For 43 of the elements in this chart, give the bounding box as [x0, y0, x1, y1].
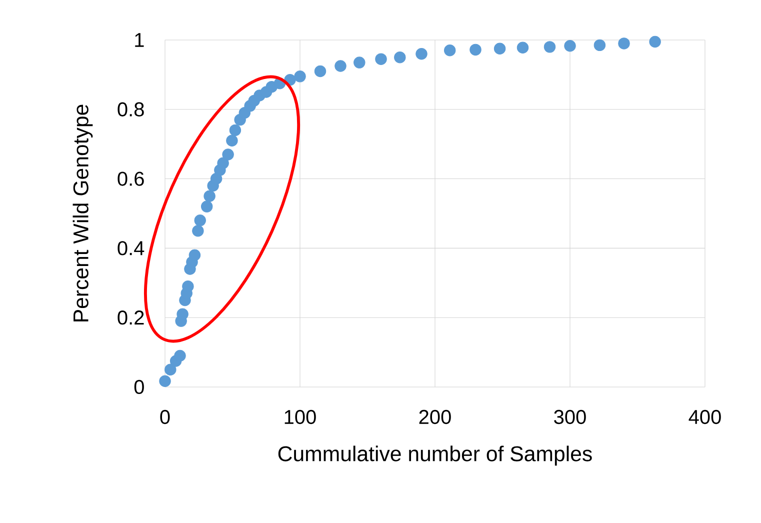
point: [176, 308, 188, 320]
point: [394, 51, 406, 64]
point: [222, 148, 234, 160]
x-tick-label: 0: [160, 410, 170, 424]
y-tick-label: 1: [135, 33, 144, 47]
point: [194, 214, 206, 226]
point: [544, 41, 556, 53]
point: [182, 280, 194, 292]
y-tick-label: 0: [134, 380, 144, 394]
y-tick-label: 0.4: [118, 241, 144, 256]
point: [174, 350, 186, 362]
point: [494, 42, 506, 55]
point: [314, 65, 326, 78]
y-tick-label: 0.8: [118, 102, 144, 116]
x-tick-label: 400: [688, 410, 721, 424]
point: [618, 38, 630, 50]
x-tick-label: 300: [554, 410, 586, 424]
point: [375, 53, 387, 65]
y-tick-label: 0.6: [118, 172, 144, 186]
point: [444, 44, 456, 56]
point: [334, 60, 346, 72]
x-axis-title: Cummulative number of Samples: [278, 446, 592, 466]
point: [516, 42, 529, 54]
point: [594, 39, 606, 52]
point: [229, 124, 242, 136]
point: [164, 364, 176, 376]
point: [294, 70, 306, 82]
y-axis-title: Percent Wild Genotype: [72, 104, 93, 322]
point: [204, 190, 216, 202]
point: [416, 48, 428, 60]
point: [159, 375, 171, 387]
point: [200, 200, 213, 212]
x-tick-label: 100: [284, 410, 316, 424]
point: [564, 40, 576, 52]
y-tick-label: 0.2: [118, 310, 144, 325]
point: [354, 56, 366, 68]
point: [217, 157, 229, 170]
point: [649, 36, 661, 48]
point: [192, 224, 204, 237]
point: [226, 134, 238, 146]
point: [470, 44, 482, 56]
point: [188, 249, 201, 261]
x-tick-label: 200: [419, 410, 451, 424]
